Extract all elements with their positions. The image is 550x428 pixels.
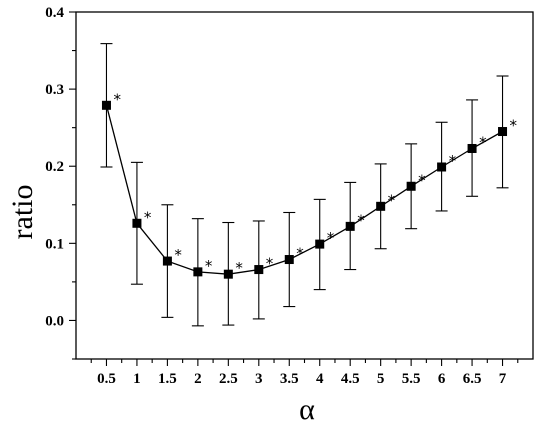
x-tick-label: 5 bbox=[377, 371, 385, 387]
data-point bbox=[101, 100, 111, 110]
data-point bbox=[162, 256, 172, 266]
significance-star: * bbox=[510, 117, 518, 135]
x-tick-label: 6.5 bbox=[463, 371, 482, 387]
significance-star: * bbox=[235, 259, 243, 277]
significance-star: * bbox=[174, 246, 182, 264]
series-line bbox=[105, 105, 503, 275]
data-point bbox=[132, 218, 142, 228]
x-tick-label: 4 bbox=[316, 371, 324, 387]
data-point bbox=[437, 162, 447, 172]
x-tick-label: 7 bbox=[499, 371, 507, 387]
data-point bbox=[193, 267, 203, 277]
significance-star: * bbox=[113, 90, 121, 108]
data-point bbox=[223, 269, 233, 279]
data-point bbox=[376, 201, 386, 211]
y-tick-label: 0.3 bbox=[45, 82, 64, 98]
significance-star: * bbox=[479, 133, 487, 151]
significance-star: * bbox=[449, 152, 457, 170]
y-axis-title: ratio bbox=[6, 185, 39, 240]
y-tick-label: 0.1 bbox=[45, 236, 64, 252]
significance-star: * bbox=[296, 245, 304, 263]
plot-frame bbox=[75, 11, 534, 360]
data-point bbox=[254, 265, 264, 275]
significance-star: * bbox=[205, 257, 213, 275]
significance-star: * bbox=[388, 191, 396, 209]
plot-layer: 0.5 1 1.5 2 2.5 3 3.5 4 4.5 5 5.5 6 6.5 7 0.0 0.1 0.2 0.3… bbox=[45, 5, 534, 387]
x-tick-label: 1.5 bbox=[158, 371, 177, 387]
x-tick-label: 2.5 bbox=[219, 371, 238, 387]
significance-star: * bbox=[357, 211, 365, 229]
data-point bbox=[498, 127, 508, 137]
x-axis-title: α bbox=[299, 393, 315, 426]
y-tick-label: 0.0 bbox=[45, 313, 64, 329]
significance-star: * bbox=[327, 229, 335, 247]
data-point bbox=[345, 221, 355, 231]
x-tick-label: 3.5 bbox=[280, 371, 299, 387]
x-tick-label: 2 bbox=[194, 371, 202, 387]
data-point bbox=[284, 255, 294, 265]
data-point bbox=[406, 181, 416, 191]
x-tick-label: 6 bbox=[438, 371, 446, 387]
x-tick-label: 0.5 bbox=[97, 371, 116, 387]
x-tick-label: 4.5 bbox=[341, 371, 360, 387]
x-tick-label: 1 bbox=[133, 371, 141, 387]
x-tick-label: 5.5 bbox=[402, 371, 421, 387]
y-tick-label: 0.2 bbox=[45, 159, 64, 175]
data-point bbox=[467, 143, 477, 153]
significance-star: * bbox=[144, 208, 152, 226]
data-point bbox=[315, 239, 325, 249]
x-tick-label: 3 bbox=[255, 371, 263, 387]
y-tick-label: 0.4 bbox=[45, 5, 64, 21]
significance-star: * bbox=[418, 171, 426, 189]
significance-star: * bbox=[266, 255, 274, 273]
